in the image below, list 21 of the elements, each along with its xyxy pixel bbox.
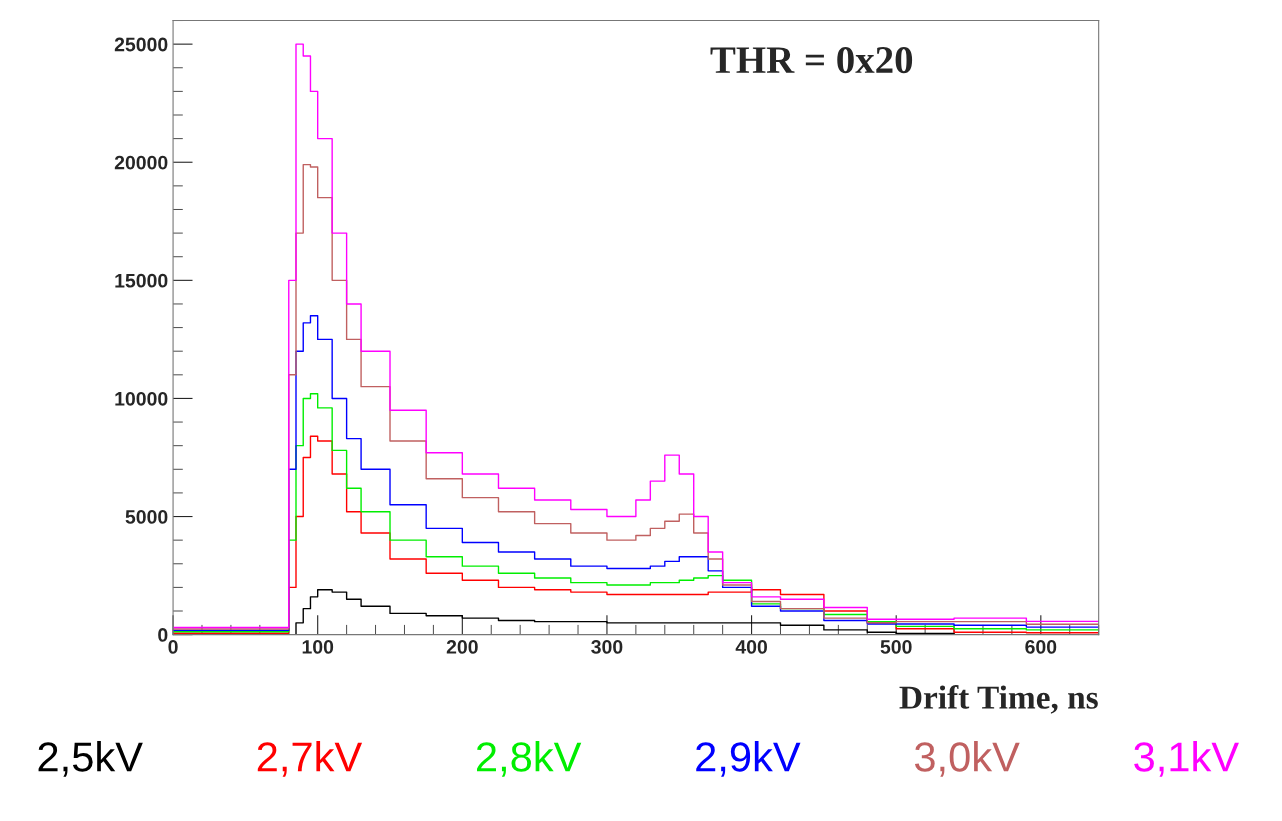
text: 2,7kV (257, 741, 363, 777)
x-tick-label: 200 (446, 640, 478, 654)
annotation: THR = 0x20 (710, 47, 913, 74)
y-tick-label: 10000 (115, 391, 168, 406)
x-tick-label: 600 (1025, 640, 1057, 654)
x-tick-label: 300 (591, 640, 623, 654)
text: 3,1kV (1134, 741, 1239, 777)
text: 2,9kV (696, 741, 801, 777)
text: 3,0kV (914, 741, 1020, 777)
y-tick-label: 15000 (115, 273, 168, 288)
x-tick-label: 0 (168, 640, 178, 654)
y-tick-label: 20000 (114, 155, 168, 170)
text: 2,5kV (38, 741, 143, 777)
y-tick-label: 25000 (114, 37, 168, 52)
y-tick-label: 5000 (125, 510, 168, 524)
y-tick-label: 0 (158, 628, 168, 642)
x-tick-label: 500 (880, 640, 912, 654)
text: 2,8kV (477, 741, 582, 777)
x-axis-title: Drift Time, ns (899, 685, 1098, 714)
x-tick-label: 400 (735, 640, 767, 654)
x-tick-label: 100 (302, 640, 334, 654)
